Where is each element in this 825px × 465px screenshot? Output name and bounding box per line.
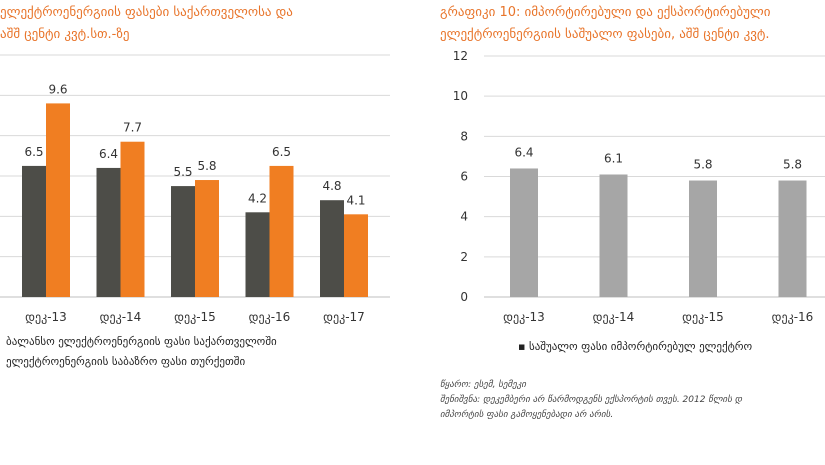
remark-note-line-2: იმპორტის ფასი გამოყენებადი არ არის. — [440, 410, 614, 420]
remark-note-line-1: შენიშვნა: დეკემბერი არ წარმოდგენს ექსპორ… — [440, 395, 743, 405]
source-note: წყარო: ესემ, სემეკი — [440, 380, 527, 390]
left-category-label: დეკ-16 — [249, 310, 291, 324]
left-data-label: 6.4 — [99, 147, 118, 161]
left-bar-series-2 — [120, 141, 145, 297]
left-chart-title: ელექტროენერგიის ფასები საქართველოსა და ა… — [0, 2, 293, 46]
right-bar — [689, 180, 717, 297]
left-category-label: დეკ-13 — [25, 310, 67, 324]
left-category-label: დეკ-15 — [174, 310, 216, 324]
right-title-line-2: ელექტროენერგიის საშუალო ფასები, აშშ ცენტ… — [440, 27, 770, 42]
right-bar — [510, 168, 538, 297]
left-data-label: 5.5 — [173, 165, 192, 179]
left-legend-entry-1: ბალანსო ელექტროენერგიის ფასი საქართველოშ… — [6, 335, 277, 348]
left-bar-series-1 — [245, 212, 270, 297]
left-data-label: 6.5 — [272, 145, 291, 159]
right-category-label: დეკ-15 — [682, 310, 724, 324]
right-y-tick-label: 0 — [460, 290, 468, 304]
left-bar-series-1 — [96, 167, 121, 297]
right-category-label: დეკ-13 — [503, 310, 545, 324]
left-category-label: დეკ-14 — [100, 310, 142, 324]
right-y-tick-label: 12 — [453, 49, 468, 63]
right-category-label: დეკ-14 — [593, 310, 635, 324]
left-category-label: დეკ-17 — [323, 310, 365, 324]
left-data-label: 5.8 — [197, 159, 216, 173]
right-y-tick-label: 4 — [460, 210, 468, 224]
left-bar-series-2 — [46, 103, 70, 298]
left-bar-series-1 — [22, 165, 46, 297]
right-y-tick-label: 10 — [453, 89, 468, 103]
left-bar-series-1 — [320, 200, 344, 297]
left-chart-legend: ბალანსო ელექტროენერგიის ფასი საქართველოშ… — [6, 332, 277, 372]
right-category-label: დეკ-16 — [772, 310, 814, 324]
right-chart-title: გრაფიკი 10: იმპორტირებული და ექსპორტირებ… — [440, 2, 770, 46]
left-bar-series-2 — [195, 180, 219, 297]
left-legend-entry-2: ელექტროენერგიის საბაზრო ფასი თურქეთში — [6, 355, 246, 368]
left-data-label: 4.8 — [322, 179, 341, 193]
left-title-line-1: ელექტროენერგიის ფასები საქართველოსა და — [0, 5, 293, 20]
right-bar — [599, 174, 628, 297]
left-data-label: 4.2 — [248, 191, 267, 205]
left-data-label: 9.6 — [48, 82, 67, 96]
left-bar-series-1 — [171, 186, 195, 297]
left-bar-series-2 — [269, 165, 294, 297]
right-data-label: 6.1 — [604, 151, 623, 165]
left-title-line-2: აშშ ცენტი კვტ.სთ.-ზე — [0, 27, 130, 42]
left-data-label: 4.1 — [346, 193, 365, 207]
left-bar-series-2 — [344, 214, 368, 297]
right-data-label: 5.8 — [693, 158, 712, 172]
right-data-label: 6.4 — [514, 145, 533, 159]
right-y-tick-label: 6 — [460, 170, 468, 184]
right-bar — [778, 180, 807, 297]
right-title-line-1: გრაფიკი 10: იმპორტირებული და ექსპორტირებ… — [440, 5, 771, 20]
right-data-label: 5.8 — [783, 158, 802, 172]
right-chart-legend: ▪ საშუალო ფასი იმპორტირებულ ელექტრო — [518, 340, 753, 353]
left-data-label: 7.7 — [123, 121, 142, 135]
left-data-label: 6.5 — [24, 145, 43, 159]
right-y-tick-label: 2 — [460, 250, 468, 264]
right-y-tick-label: 8 — [460, 129, 468, 143]
